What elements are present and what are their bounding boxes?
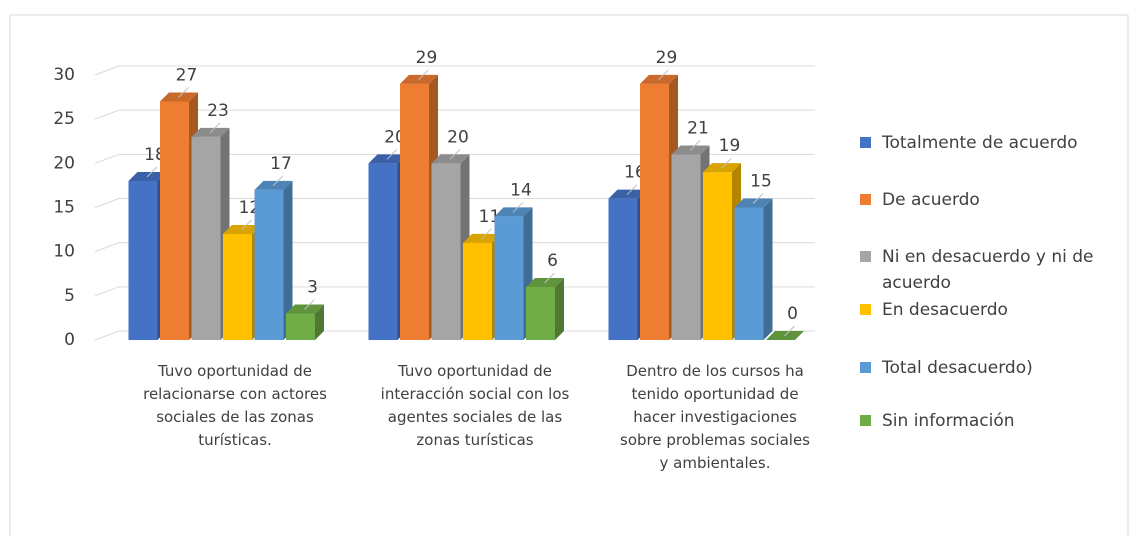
legend-item: De acuerdo <box>860 187 1124 213</box>
grid-line <box>94 109 815 120</box>
legend-swatch <box>860 304 871 315</box>
legend-item: En desacuerdo <box>860 297 1124 323</box>
y-tick-label: 25 <box>53 109 75 129</box>
legend-label: En desacuerdo <box>882 300 1008 320</box>
leader-line <box>626 184 638 196</box>
bar-front <box>223 234 252 340</box>
data-label: 23 <box>207 101 229 121</box>
leader-line <box>146 166 158 178</box>
y-tick-label: 5 <box>64 286 75 306</box>
bar-side <box>763 198 773 340</box>
leader-line <box>658 69 669 81</box>
data-label: 21 <box>687 119 709 139</box>
bar-front <box>703 172 732 340</box>
data-label: 6 <box>547 251 558 271</box>
data-label: 27 <box>176 66 198 86</box>
legend-swatch <box>860 251 871 262</box>
data-label: 17 <box>270 154 292 174</box>
bar-front <box>734 207 764 340</box>
data-label: 19 <box>719 136 741 156</box>
grid-line <box>94 198 815 208</box>
bar <box>494 207 533 340</box>
y-tick-label: 0 <box>64 330 75 350</box>
x-tick-label: Tuvo oportunidad de interacción social c… <box>380 362 570 449</box>
data-label: 29 <box>656 48 678 68</box>
legend-item: Totalmente de acuerdo <box>860 130 1124 156</box>
bar-side <box>555 278 564 340</box>
bar <box>286 304 324 340</box>
y-tick-label: 15 <box>53 198 75 218</box>
leader-line <box>544 272 555 284</box>
bar-front <box>494 216 524 340</box>
bar-front <box>526 287 555 340</box>
legend-item: Ni en desacuerdo y ni de acuerdo <box>860 244 1124 296</box>
bar <box>734 198 773 340</box>
data-label: 14 <box>510 180 532 200</box>
data-label: 15 <box>750 172 772 192</box>
leader-line <box>752 193 764 204</box>
data-label: 20 <box>447 127 469 147</box>
x-tick-label: Tuvo oportunidad de relacionarse con act… <box>143 362 327 449</box>
legend-swatch <box>860 362 871 373</box>
data-label: 0 <box>787 304 798 324</box>
leader-line <box>209 122 221 134</box>
bar-side <box>283 180 293 340</box>
bar-front <box>431 163 461 340</box>
leader-line <box>272 175 284 187</box>
legend-swatch <box>860 137 871 148</box>
legend-label: De acuerdo <box>882 190 980 210</box>
leader-line <box>178 87 189 98</box>
bar-front <box>160 101 189 340</box>
legend-item: Sin información <box>860 408 1124 434</box>
y-tick-label: 20 <box>53 153 75 173</box>
bar <box>254 180 293 340</box>
leader-line <box>721 157 732 169</box>
legend-label: Totalmente de acuerdo <box>882 133 1078 153</box>
leader-line <box>481 228 492 240</box>
bar-front <box>191 136 221 340</box>
bar-front <box>463 242 492 340</box>
bar-front <box>671 154 701 340</box>
grid-line <box>94 242 815 253</box>
leader-line <box>512 201 524 213</box>
legend-swatch <box>860 415 871 426</box>
bar-side <box>315 304 324 340</box>
legend-label: Sin información <box>882 411 1015 431</box>
bar <box>526 278 564 340</box>
grid-line <box>94 330 815 341</box>
grid-line <box>94 153 815 164</box>
bar-front <box>400 83 429 340</box>
leader-line <box>784 325 795 337</box>
legend-item: Total desacuerdo) <box>860 355 1124 381</box>
bar <box>431 154 470 340</box>
data-label: 29 <box>416 48 438 68</box>
bar-front <box>286 313 315 340</box>
y-tick-label: 30 <box>53 65 75 85</box>
bar-front <box>608 198 638 340</box>
chart-border <box>9 14 1129 536</box>
leader-line <box>449 148 461 160</box>
leader-line <box>418 69 429 81</box>
bar-front <box>640 83 669 340</box>
grid-line <box>94 286 815 297</box>
x-tick-label: Dentro de los cursos ha tenido oportunid… <box>620 362 810 472</box>
grid-line <box>94 65 815 76</box>
leader-line <box>386 148 398 160</box>
bar-front <box>254 189 284 340</box>
leader-line <box>241 219 252 231</box>
y-tick-label: 10 <box>53 242 75 262</box>
leader-line <box>689 140 701 151</box>
bar-front <box>368 163 398 340</box>
bar-front <box>128 181 158 340</box>
legend-label: Total desacuerdo) <box>882 358 1033 378</box>
data-label: 3 <box>307 278 318 298</box>
leader-line <box>304 299 315 310</box>
legend-label: Ni en desacuerdo y ni de acuerdo <box>882 247 1094 293</box>
legend-swatch <box>860 194 871 205</box>
